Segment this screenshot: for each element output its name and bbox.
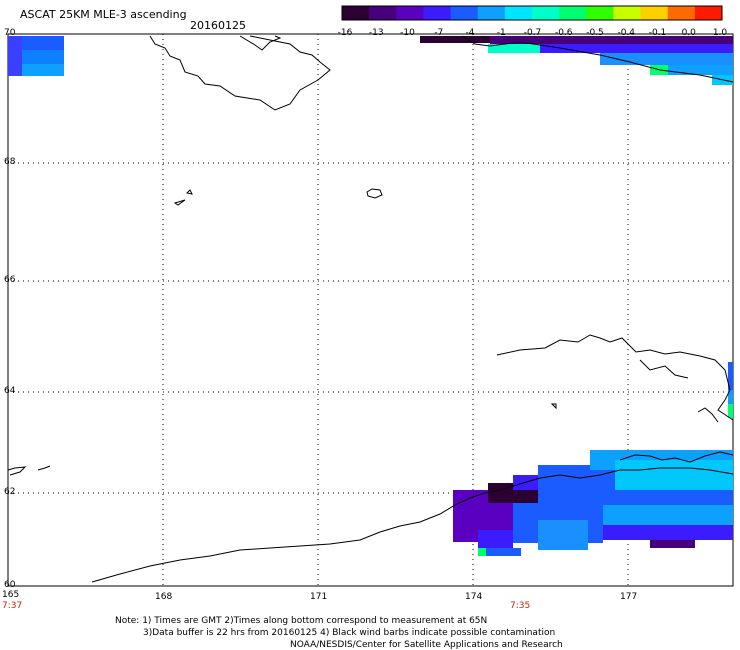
lat-label-62: 62	[4, 487, 15, 497]
colorbar-tick-label: -0.4	[617, 28, 635, 38]
colorbar-tick-label: -0.5	[586, 28, 604, 38]
colorbar-tick-label: -7	[434, 28, 443, 38]
colorbar-segment	[451, 6, 479, 20]
colorbar-tick-label: 0.0	[682, 28, 696, 38]
colorbar-tick-label: 1.0	[713, 28, 727, 38]
colorbar-tick-label: -0.6	[555, 28, 573, 38]
note-line-2: 3)Data buffer is 22 hrs from 20160125 4)…	[143, 628, 555, 638]
lon-label-165: 165	[2, 590, 19, 600]
colorbar-segment	[478, 6, 506, 20]
colorbar-segment	[641, 6, 669, 20]
lat-label-68: 68	[4, 157, 15, 167]
lat-label-60: 60	[4, 580, 15, 590]
lon-label-174: 174	[465, 592, 482, 602]
colorbar-tick-label: -0.7	[524, 28, 542, 38]
swath-top-right	[420, 36, 733, 85]
lon-label-168: 168	[155, 592, 172, 602]
colorbar-segment	[586, 6, 614, 20]
swath-top-left	[8, 36, 64, 76]
colorbar-tick-label: -4	[466, 28, 475, 38]
colorbar-segment	[532, 6, 560, 20]
swath-bottom	[453, 450, 733, 556]
colorbar-segment	[668, 6, 696, 20]
note-line-3: NOAA/NESDIS/Center for Satellite Applica…	[290, 640, 563, 650]
colorbar-tick-label: -10	[400, 28, 415, 38]
colorbar-segment	[695, 6, 723, 20]
colorbar-tick-label: -1	[497, 28, 506, 38]
colorbar-segment	[505, 6, 533, 20]
colorbar-segment	[423, 6, 451, 20]
colorbar-segment	[613, 6, 641, 20]
colorbar-tick-label: -13	[369, 28, 384, 38]
time-label-mid: 7:35	[510, 601, 530, 611]
colorbar-segment	[369, 6, 397, 20]
colorbar-segment	[559, 6, 587, 20]
colorbar-segment	[342, 6, 370, 20]
colorbar-tick-label: -0.1	[649, 28, 667, 38]
colorbar-segment	[396, 6, 424, 20]
lat-label-66: 66	[4, 275, 15, 285]
lon-label-171: 171	[310, 592, 327, 602]
lat-label-64: 64	[4, 386, 15, 396]
colorbar	[342, 6, 723, 20]
lat-label-70: 70	[4, 28, 15, 38]
note-line-1: Note: 1) Times are GMT 2)Times along bot…	[115, 616, 487, 626]
map-title: ASCAT 25KM MLE-3 ascending	[20, 8, 187, 21]
colorbar-tick-label: -16	[338, 28, 353, 38]
time-label-left: 7:37	[2, 601, 22, 611]
map-date: 20160125	[190, 19, 246, 32]
lon-label-177: 177	[620, 592, 637, 602]
